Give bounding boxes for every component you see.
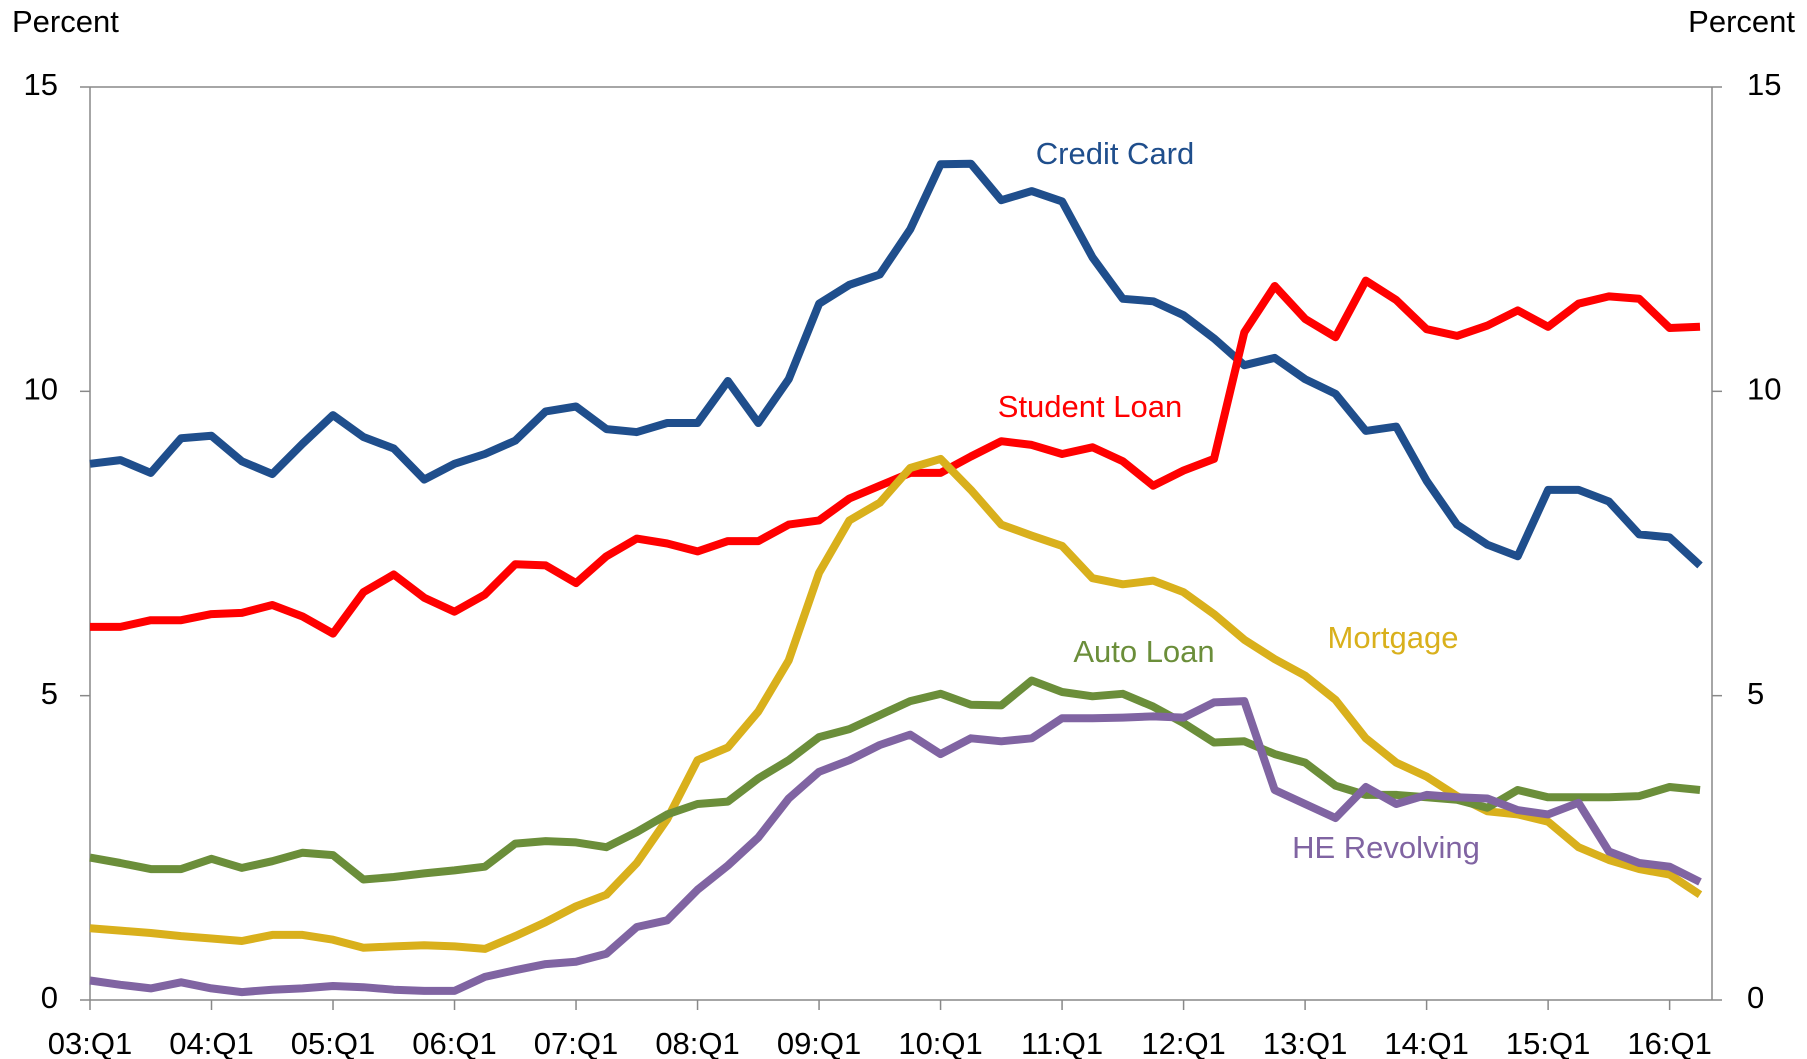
y-axis-label: Percent	[12, 4, 119, 39]
series-label: Auto Loan	[1073, 634, 1214, 669]
y-tick-label: 5	[41, 676, 58, 711]
x-tick-label: 15:Q1	[1506, 1026, 1590, 1059]
y2-tick-label: 5	[1747, 676, 1764, 711]
x-tick-label: 11:Q1	[1021, 1026, 1103, 1059]
y2-tick-label: 0	[1747, 980, 1764, 1015]
series-label: Student Loan	[998, 389, 1182, 424]
y-tick-label: 0	[41, 980, 58, 1015]
series-label: HE Revolving	[1292, 830, 1480, 865]
line-series	[89, 697, 1702, 997]
x-tick-label: 13:Q1	[1263, 1026, 1347, 1059]
y2-axis-label: Percent	[1688, 4, 1795, 39]
x-tick-label: 06:Q1	[412, 1026, 496, 1059]
x-tick-label: 04:Q1	[169, 1026, 253, 1059]
x-tick-label: 09:Q1	[777, 1026, 861, 1059]
y2-tick-label: 15	[1747, 67, 1781, 102]
y-tick-label: 15	[24, 67, 58, 102]
x-tick-label: 10:Q1	[898, 1026, 982, 1059]
x-tick-label: 14:Q1	[1384, 1026, 1468, 1059]
x-tick-label: 12:Q1	[1141, 1026, 1225, 1059]
x-tick-label: 07:Q1	[534, 1026, 618, 1059]
series-label: Credit Card	[1036, 136, 1195, 171]
x-tick-label: 05:Q1	[291, 1026, 375, 1059]
x-tick-label: 08:Q1	[655, 1026, 739, 1059]
x-tick-label: 16:Q1	[1627, 1026, 1711, 1059]
line-series	[89, 159, 1703, 569]
y2-tick-label: 10	[1747, 372, 1781, 407]
x-tick-label: 03:Q1	[48, 1026, 132, 1059]
y-tick-label: 10	[24, 372, 58, 407]
line-series	[90, 276, 1701, 638]
series-label: Mortgage	[1328, 620, 1459, 655]
line-series	[89, 454, 1703, 953]
